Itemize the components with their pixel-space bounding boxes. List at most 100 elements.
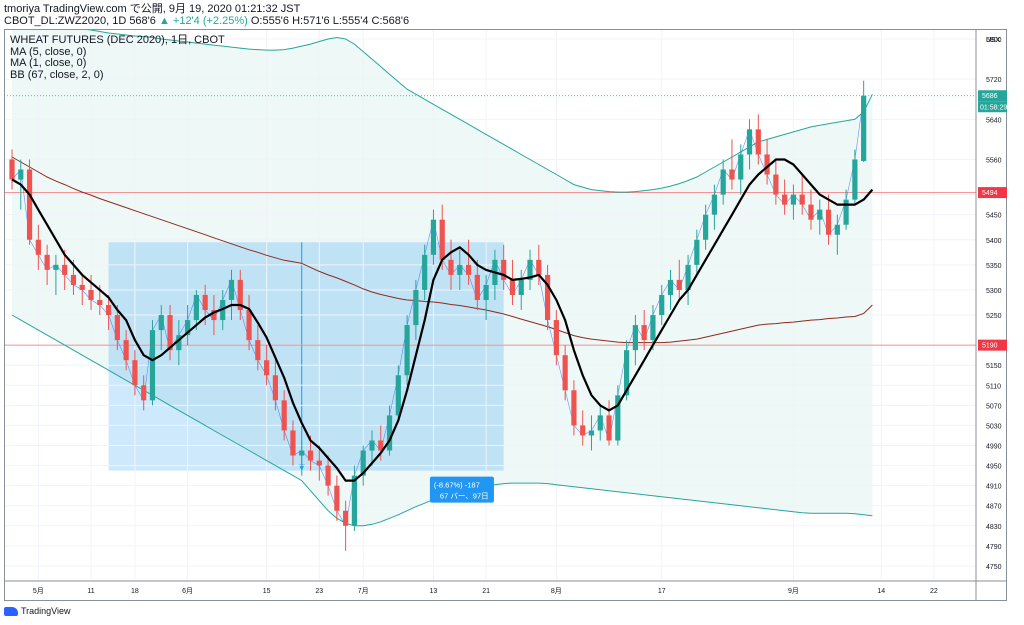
candle-body: [703, 214, 709, 240]
candle-body: [62, 264, 68, 275]
y-tick-label: 4950: [986, 464, 1002, 471]
candle-body: [553, 320, 559, 356]
symbol-label: CBOT_DL:ZWZ2020, 1D 568'6: [4, 15, 156, 27]
x-tick-label: 11: [87, 588, 94, 595]
candle-body: [571, 390, 577, 426]
date-price-range-box: [108, 242, 504, 471]
gridlines: [4, 29, 976, 581]
last-price-tag: 5686: [982, 93, 998, 100]
candle-body: [26, 169, 33, 240]
y-tick-label: 5110: [986, 383, 1001, 390]
candle-body: [307, 450, 314, 461]
brand-label: TradingView: [21, 606, 71, 616]
legend-bb: BB (67, close, 2, 0): [10, 68, 104, 81]
y-tick-label: 5300: [986, 288, 1002, 295]
footer-brand[interactable]: TradingView: [4, 606, 71, 616]
candle-body: [114, 315, 120, 341]
candle-body: [580, 425, 586, 436]
candle-body: [676, 279, 682, 290]
candle-body: [395, 375, 401, 416]
countdown-tag: 01:58:29: [980, 105, 1007, 112]
candle-body: [861, 95, 867, 161]
y-tick-label: 5720: [986, 77, 1002, 84]
ma5-line: [11, 158, 874, 482]
candle-body: [422, 254, 428, 290]
symbol-ohlc-line: CBOT_DL:ZWZ2020, 1D 568'6 ▲ +12'4 (+2.25…: [4, 15, 409, 27]
x-tick-label: 17: [658, 588, 666, 595]
y-tick-label: 5070: [986, 403, 1002, 410]
y-tick-label: 4790: [986, 544, 1002, 551]
candle-body: [123, 340, 129, 361]
candle-body: [624, 350, 630, 396]
x-tick-label: 9月: [788, 587, 799, 595]
candle-body: [597, 415, 603, 431]
x-tick-label: 7月: [358, 587, 369, 595]
legend-title: WHEAT FUTURES (DEC 2020), 1日, CBOT: [10, 34, 225, 46]
y-tick-label: 5400: [986, 238, 1002, 245]
candle-body: [290, 430, 296, 456]
candle-body: [825, 209, 832, 235]
y-tick-label: 5450: [986, 213, 1002, 220]
candle-body: [228, 279, 235, 300]
candle-body: [246, 310, 252, 341]
tradingview-logo-icon: [4, 606, 18, 616]
candle-body: [53, 264, 59, 270]
candle-body: [606, 415, 612, 441]
bb-basis-line: [11, 156, 873, 344]
candle-body: [281, 400, 287, 431]
candle-body: [588, 430, 595, 436]
legend-ma1: MA (1, close, 0): [10, 57, 87, 69]
candle-body: [720, 169, 726, 195]
indicator-lines: [4, 29, 976, 527]
candle-body: [149, 330, 156, 401]
measure-label-line2: 67 バー、97日: [440, 492, 489, 501]
change-label: ▲ +12'4 (+2.25%): [158, 15, 248, 27]
candle-body: [141, 385, 147, 401]
candle-body: [237, 279, 243, 311]
candle-body: [465, 264, 472, 275]
candle-body: [343, 510, 349, 526]
candle-body: [167, 315, 173, 351]
candle-body: [799, 194, 805, 205]
candle-body: [193, 294, 199, 321]
candle-body: [378, 440, 384, 451]
x-tick-label: 14: [877, 588, 885, 595]
measure-label: (-8.67%) -187 67 バー、97日: [429, 476, 494, 503]
x-tick-label: 6月: [182, 587, 193, 595]
candles: [9, 80, 867, 551]
candle-body: [325, 465, 331, 486]
x-tick-label: 8月: [551, 587, 562, 595]
candle-body: [632, 325, 638, 351]
candle-body: [369, 440, 375, 451]
candle-body: [9, 159, 15, 180]
candle-body: [79, 284, 85, 290]
candle-body: [536, 259, 542, 275]
candle-body: [562, 355, 568, 391]
candle-body: [729, 169, 735, 180]
candle-body: [299, 450, 305, 456]
y-tick-label: 5250: [986, 313, 1002, 320]
candle-body: [211, 310, 217, 321]
candle-body: [316, 460, 322, 466]
price-chart[interactable]: (-8.67%) -187 67 バー、97日 USX 4750 4790 4830 48…: [4, 29, 1007, 601]
candle-body: [413, 289, 419, 326]
candle-body: [667, 279, 674, 295]
candle-body: [711, 194, 717, 215]
candle-body: [544, 274, 551, 321]
y-tick-label: 5350: [986, 263, 1002, 270]
bb-upper-line: [80, 29, 873, 193]
candle-body: [509, 279, 516, 295]
candle-body: [641, 325, 647, 341]
candle-body: [659, 294, 665, 316]
y-tick-label: 5150: [986, 363, 1002, 370]
candle-body: [44, 254, 50, 270]
bollinger-band-fill: [12, 29, 873, 526]
y-tick-label: 4870: [986, 504, 1002, 511]
candle-body: [650, 315, 656, 341]
hline2-price-tag-bg: [978, 339, 1007, 351]
candle-body: [185, 320, 191, 336]
candle-body: [518, 279, 524, 295]
y-tick-label: 4750: [986, 564, 1002, 571]
candle-body: [527, 259, 533, 280]
candle-body: [264, 360, 270, 376]
